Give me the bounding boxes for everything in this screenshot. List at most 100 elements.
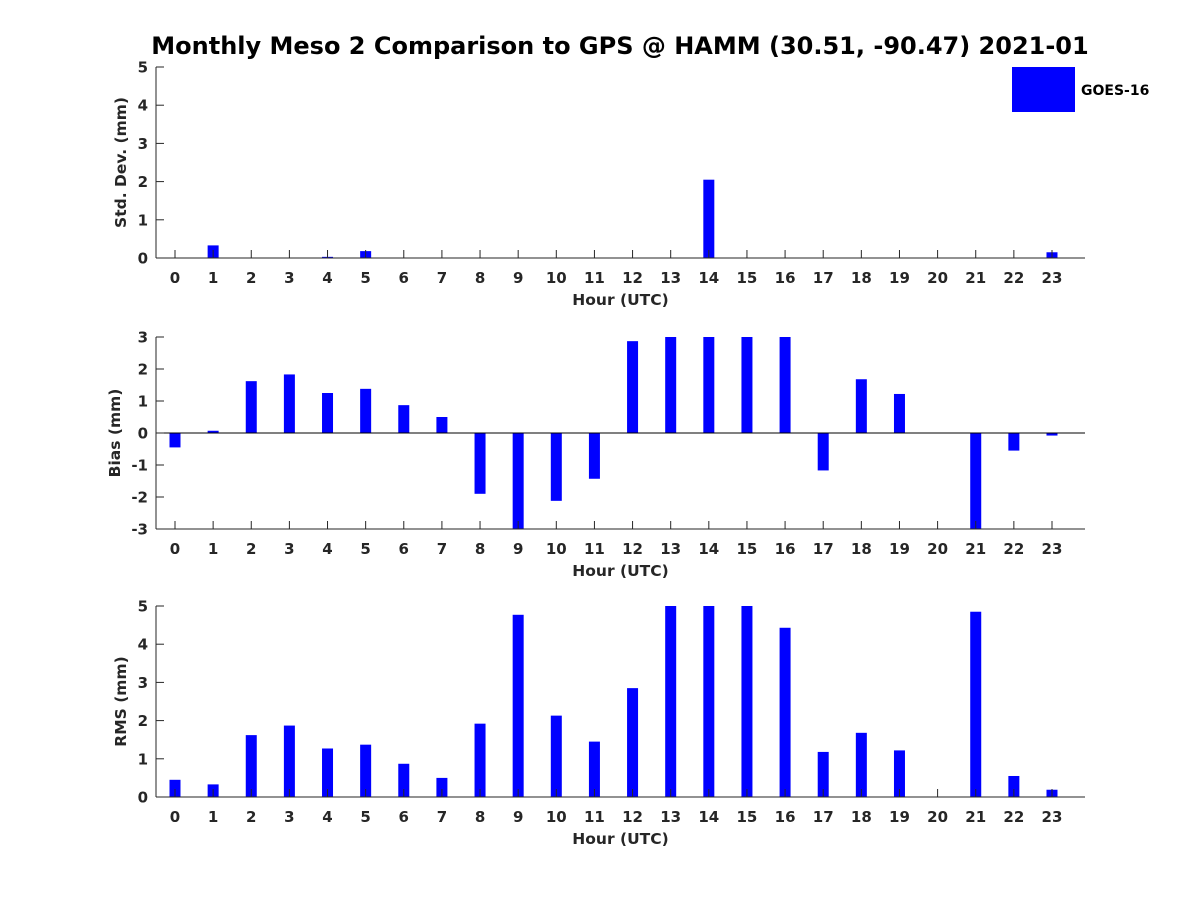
stddev-xtick-label: 2 bbox=[246, 269, 256, 287]
rms-bar-18 bbox=[855, 732, 867, 797]
rms-xtick-label: 3 bbox=[284, 808, 294, 826]
stddev-ytick-label: 4 bbox=[138, 97, 148, 115]
rms-ytick-label: 3 bbox=[138, 674, 148, 692]
bias-xtick-label: 3 bbox=[284, 540, 294, 558]
rms-bar-6 bbox=[398, 763, 410, 797]
rms-xtick-label: 5 bbox=[360, 808, 370, 826]
rms-bar-15 bbox=[741, 606, 753, 797]
rms-ytick-label: 2 bbox=[138, 712, 148, 730]
stddev-xtick-label: 9 bbox=[513, 269, 523, 287]
bias-bar-18 bbox=[855, 379, 867, 433]
bias-bar-2 bbox=[245, 381, 257, 433]
rms-bar-10 bbox=[550, 715, 562, 797]
rms-bar-2 bbox=[245, 735, 257, 797]
stddev-x-axis-label: Hour (UTC) bbox=[572, 291, 668, 309]
legend-label: GOES-16 bbox=[1081, 83, 1149, 99]
rms-bar-16 bbox=[779, 627, 791, 797]
bias-xtick-label: 2 bbox=[246, 540, 256, 558]
rms-bar-0 bbox=[169, 779, 181, 797]
rms-y-axis-label: RMS (mm) bbox=[112, 656, 130, 746]
stddev-xtick-label: 21 bbox=[965, 269, 986, 287]
stddev-xtick-label: 5 bbox=[360, 269, 370, 287]
bias-bar-0 bbox=[169, 433, 181, 448]
rms-bar-17 bbox=[817, 751, 829, 797]
rms-xtick-label: 2 bbox=[246, 808, 256, 826]
bias-bar-5 bbox=[360, 388, 372, 433]
rms-ytick-label: 4 bbox=[138, 636, 148, 654]
stddev-ytick-label: 3 bbox=[138, 135, 148, 153]
bias-xtick-label: 23 bbox=[1042, 540, 1063, 558]
stddev-xtick-label: 22 bbox=[1003, 269, 1024, 287]
bias-xtick-label: 8 bbox=[475, 540, 485, 558]
rms-xtick-label: 15 bbox=[737, 808, 758, 826]
stddev-xtick-label: 13 bbox=[660, 269, 681, 287]
bias-xtick-label: 1 bbox=[208, 540, 218, 558]
stddev-y-axis-label: Std. Dev. (mm) bbox=[112, 97, 130, 228]
rms-xtick-label: 10 bbox=[546, 808, 567, 826]
bias-bar-19 bbox=[893, 393, 905, 433]
stddev-xtick-label: 6 bbox=[399, 269, 409, 287]
rms-bar-4 bbox=[322, 748, 334, 797]
bias-bar-12 bbox=[627, 341, 639, 433]
rms-xtick-label: 11 bbox=[584, 808, 605, 826]
rms-xtick-label: 8 bbox=[475, 808, 485, 826]
bias-bar-22 bbox=[1008, 433, 1020, 451]
rms-xtick-label: 0 bbox=[170, 808, 180, 826]
stddev-xtick-label: 1 bbox=[208, 269, 218, 287]
stddev-xtick-label: 8 bbox=[475, 269, 485, 287]
rms-xtick-label: 19 bbox=[889, 808, 910, 826]
rms-xtick-label: 17 bbox=[813, 808, 834, 826]
stddev-xtick-label: 15 bbox=[737, 269, 758, 287]
rms-xtick-label: 20 bbox=[927, 808, 948, 826]
legend: GOES-16 bbox=[1012, 67, 1149, 112]
bias-bar-3 bbox=[283, 374, 295, 433]
bias-xtick-label: 21 bbox=[965, 540, 986, 558]
bias-ytick-label: 3 bbox=[138, 329, 148, 347]
stddev-xtick-label: 17 bbox=[813, 269, 834, 287]
rms-xtick-label: 23 bbox=[1042, 808, 1063, 826]
stddev-xtick-label: 10 bbox=[546, 269, 567, 287]
rms-xtick-label: 22 bbox=[1003, 808, 1024, 826]
stddev-ytick-label: 2 bbox=[138, 173, 148, 191]
rms-bar-9 bbox=[512, 614, 524, 797]
rms-ytick-label: 5 bbox=[138, 598, 148, 616]
rms-x-axis-label: Hour (UTC) bbox=[572, 830, 668, 848]
rms-bar-12 bbox=[627, 688, 639, 797]
rms-bar-14 bbox=[703, 606, 715, 797]
bias-xtick-label: 20 bbox=[927, 540, 948, 558]
bias-bar-7 bbox=[436, 417, 448, 433]
bias-bar-13 bbox=[665, 337, 677, 433]
bias-bar-14 bbox=[703, 337, 715, 433]
stddev-xtick-label: 14 bbox=[698, 269, 719, 287]
rms-xtick-label: 21 bbox=[965, 808, 986, 826]
rms-xtick-label: 7 bbox=[437, 808, 447, 826]
bias-xtick-label: 5 bbox=[360, 540, 370, 558]
bias-bar-23 bbox=[1046, 433, 1058, 436]
rms-bar-21 bbox=[970, 611, 982, 797]
bias-ytick-label: -3 bbox=[131, 521, 148, 539]
rms-bar-11 bbox=[588, 741, 600, 797]
bias-xtick-label: 13 bbox=[660, 540, 681, 558]
bias-ytick-label: 2 bbox=[138, 361, 148, 379]
stddev-ytick-label: 1 bbox=[138, 211, 148, 229]
bias-xtick-label: 12 bbox=[622, 540, 643, 558]
bias-xtick-label: 7 bbox=[437, 540, 447, 558]
bias-bar-4 bbox=[322, 393, 334, 433]
bias-xtick-label: 10 bbox=[546, 540, 567, 558]
legend-swatch bbox=[1012, 67, 1075, 112]
bias-x-axis-label: Hour (UTC) bbox=[572, 562, 668, 580]
rms-xtick-label: 14 bbox=[698, 808, 719, 826]
bias-ytick-label: 1 bbox=[138, 393, 148, 411]
bias-y-axis-label: Bias (mm) bbox=[106, 389, 124, 478]
stddev-xtick-label: 19 bbox=[889, 269, 910, 287]
rms-bar-3 bbox=[283, 725, 295, 797]
bias-xtick-label: 6 bbox=[399, 540, 409, 558]
bias-xtick-label: 18 bbox=[851, 540, 872, 558]
stddev-bar-14 bbox=[703, 179, 715, 258]
stddev-ytick-label: 0 bbox=[138, 250, 148, 268]
